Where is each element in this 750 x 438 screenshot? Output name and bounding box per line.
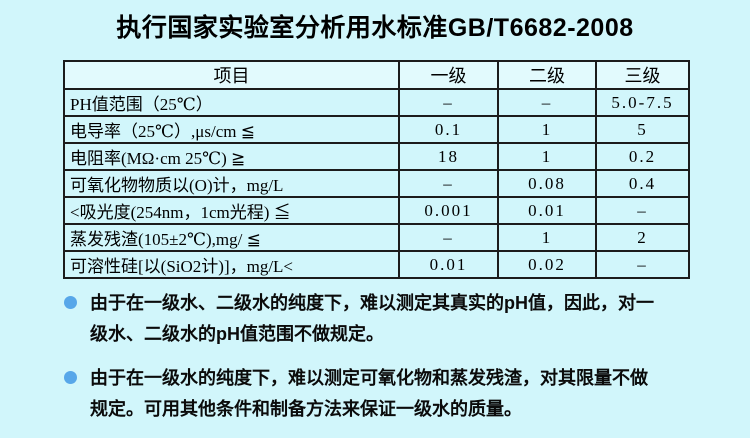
row-value: 0.2 [595, 142, 690, 171]
row-value: 1 [497, 142, 597, 171]
row-item-label: 可溶性硅[以(SiO2计)]，mg/L< [63, 250, 400, 279]
column-header-item: 项目 [63, 60, 400, 90]
row-value: 0.4 [595, 169, 690, 198]
row-value: 5.0-7.5 [595, 88, 690, 117]
column-header-grade2: 二级 [497, 60, 597, 90]
row-value: 0.001 [398, 196, 499, 225]
row-item-label: PH值范围（25℃） [63, 88, 400, 117]
row-value: 18 [398, 142, 499, 171]
note-text: 由于在一级水、二级水的纯度下，难以测定其真实的pH值，因此，对一级水、二级水的p… [90, 293, 654, 344]
table-row: 电导率（25℃）,μs/cm ≦ 0.1 1 5 [63, 115, 690, 144]
row-value: 1 [497, 115, 597, 144]
page-title: 执行国家实验室分析用水标准GB/T6682-2008 [116, 14, 634, 42]
row-value: 0.08 [497, 169, 597, 198]
row-value: 0.01 [497, 196, 597, 225]
row-item-label: 电导率（25℃）,μs/cm ≦ [63, 115, 400, 144]
column-header-grade1: 一级 [398, 60, 499, 90]
column-header-grade3: 三级 [595, 60, 690, 90]
row-item-label: <吸光度(254nm，1cm光程) ≦ [63, 196, 400, 225]
table-row: <吸光度(254nm，1cm光程) ≦ 0.001 0.01 – [63, 196, 690, 225]
table-row: PH值范围（25℃） – – 5.0-7.5 [63, 88, 690, 117]
table-row: 电阻率(MΩ·cm 25℃) ≧ 18 1 0.2 [63, 142, 690, 171]
note-text: 由于在一级水的纯度下，难以测定可氧化物和蒸发残渣，对其限量不做规定。可用其他条件… [90, 368, 648, 419]
row-item-label: 可氧化物物质以(O)计，mg/L [63, 169, 400, 198]
notes-section: 由于在一级水、二级水的纯度下，难以测定其真实的pH值，因此，对一级水、二级水的p… [64, 288, 704, 438]
row-value: 0.1 [398, 115, 499, 144]
row-value: 2 [595, 223, 690, 252]
table-row: 可溶性硅[以(SiO2计)]，mg/L< 0.01 0.02 – [63, 250, 690, 279]
table-row: 可氧化物物质以(O)计，mg/L – 0.08 0.4 [63, 169, 690, 198]
table-row: 蒸发残渣(105±2℃),mg/ ≦ – 1 2 [63, 223, 690, 252]
row-value: 0.02 [497, 250, 597, 279]
row-item-label: 蒸发残渣(105±2℃),mg/ ≦ [63, 223, 400, 252]
row-value: 1 [497, 223, 597, 252]
note-item: 由于在一级水、二级水的纯度下，难以测定其真实的pH值，因此，对一级水、二级水的p… [64, 288, 704, 350]
row-value: – [398, 223, 499, 252]
row-value: – [398, 88, 499, 117]
row-value: – [595, 196, 690, 225]
note-item: 由于在一级水的纯度下，难以测定可氧化物和蒸发残渣，对其限量不做规定。可用其他条件… [64, 363, 704, 425]
row-value: – [497, 88, 597, 117]
row-value: – [595, 250, 690, 279]
row-value: 5 [595, 115, 690, 144]
row-item-label: 电阻率(MΩ·cm 25℃) ≧ [63, 142, 400, 171]
bullet-icon [64, 296, 77, 309]
row-value: – [398, 169, 499, 198]
table-header-row: 项目 一级 二级 三级 [63, 60, 690, 90]
bullet-icon [64, 371, 77, 384]
water-standard-table: 项目 一级 二级 三级 PH值范围（25℃） – – 5.0-7.5 电导率（2… [63, 60, 690, 279]
row-value: 0.01 [398, 250, 499, 279]
